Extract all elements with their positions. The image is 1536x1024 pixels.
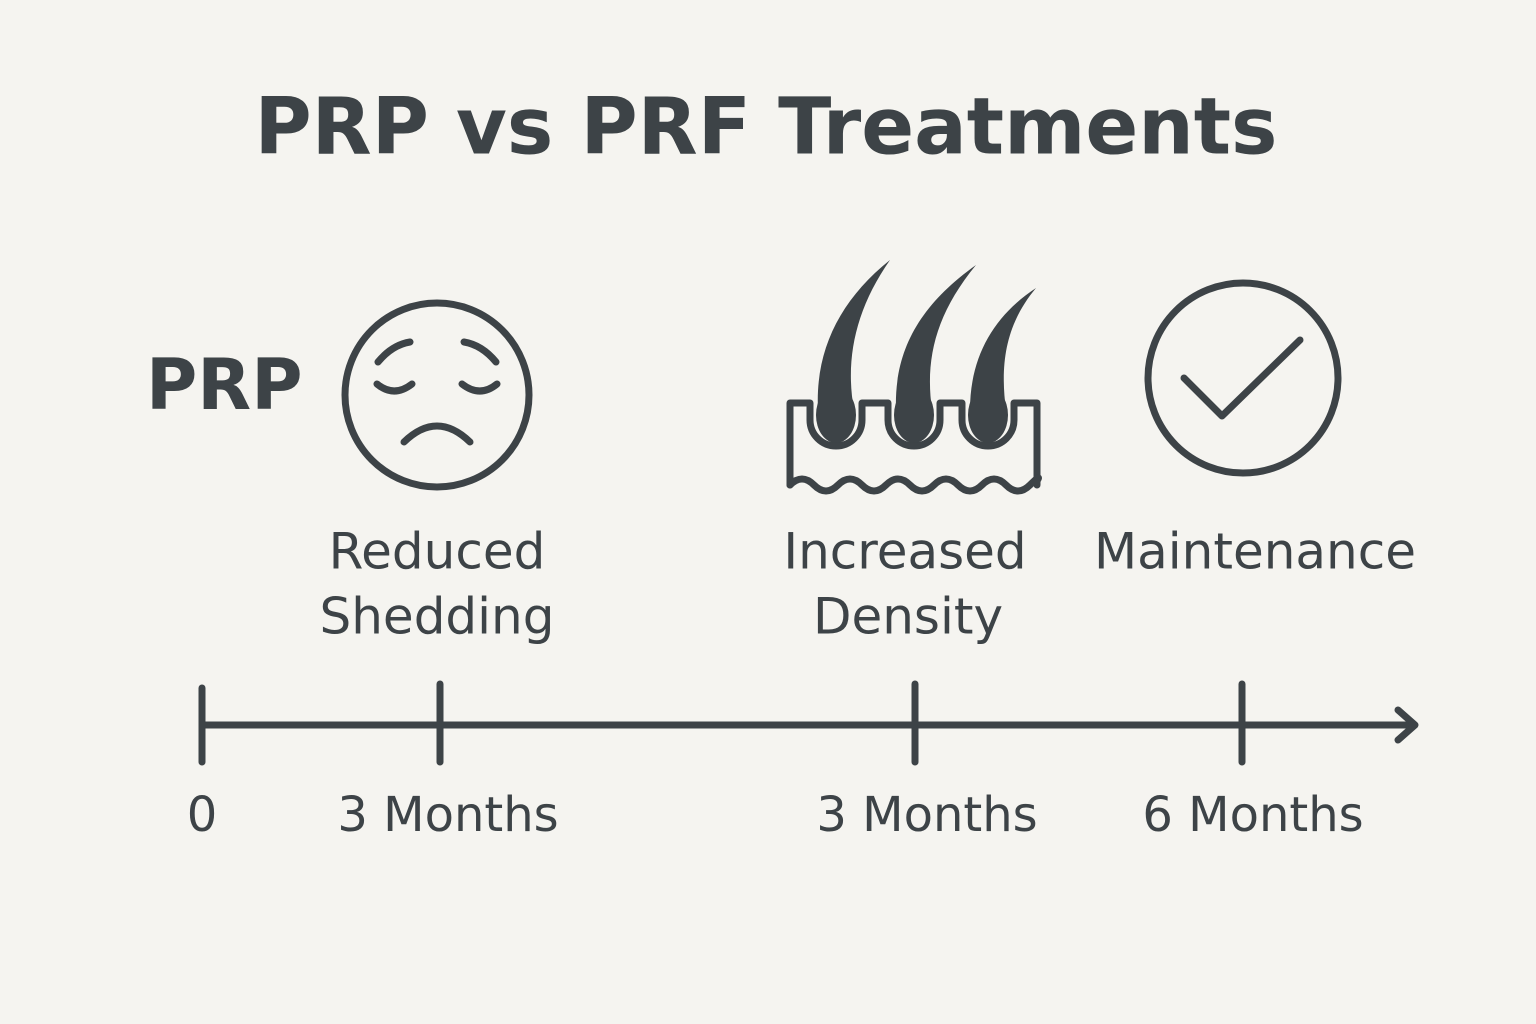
row-label: PRP: [146, 344, 303, 426]
milestone-label: Shedding: [320, 588, 555, 646]
hair-follicle-icon: [786, 260, 1042, 495]
timeline-label: 3 Months: [337, 787, 558, 843]
timeline-label: 3 Months: [816, 787, 1037, 843]
timeline: [198, 680, 1419, 766]
milestone-label: Density: [813, 588, 1003, 646]
check-icon: [1144, 279, 1342, 477]
milestone-label: Maintenance: [1094, 523, 1416, 581]
timeline-label: 0: [187, 787, 218, 843]
milestone-label: Reduced: [329, 523, 546, 581]
title: PRP vs PRF Treatments: [255, 82, 1278, 172]
sad-face-icon: [341, 299, 533, 491]
milestone-label: Increased: [783, 523, 1026, 581]
timeline-label: 6 Months: [1142, 787, 1363, 843]
